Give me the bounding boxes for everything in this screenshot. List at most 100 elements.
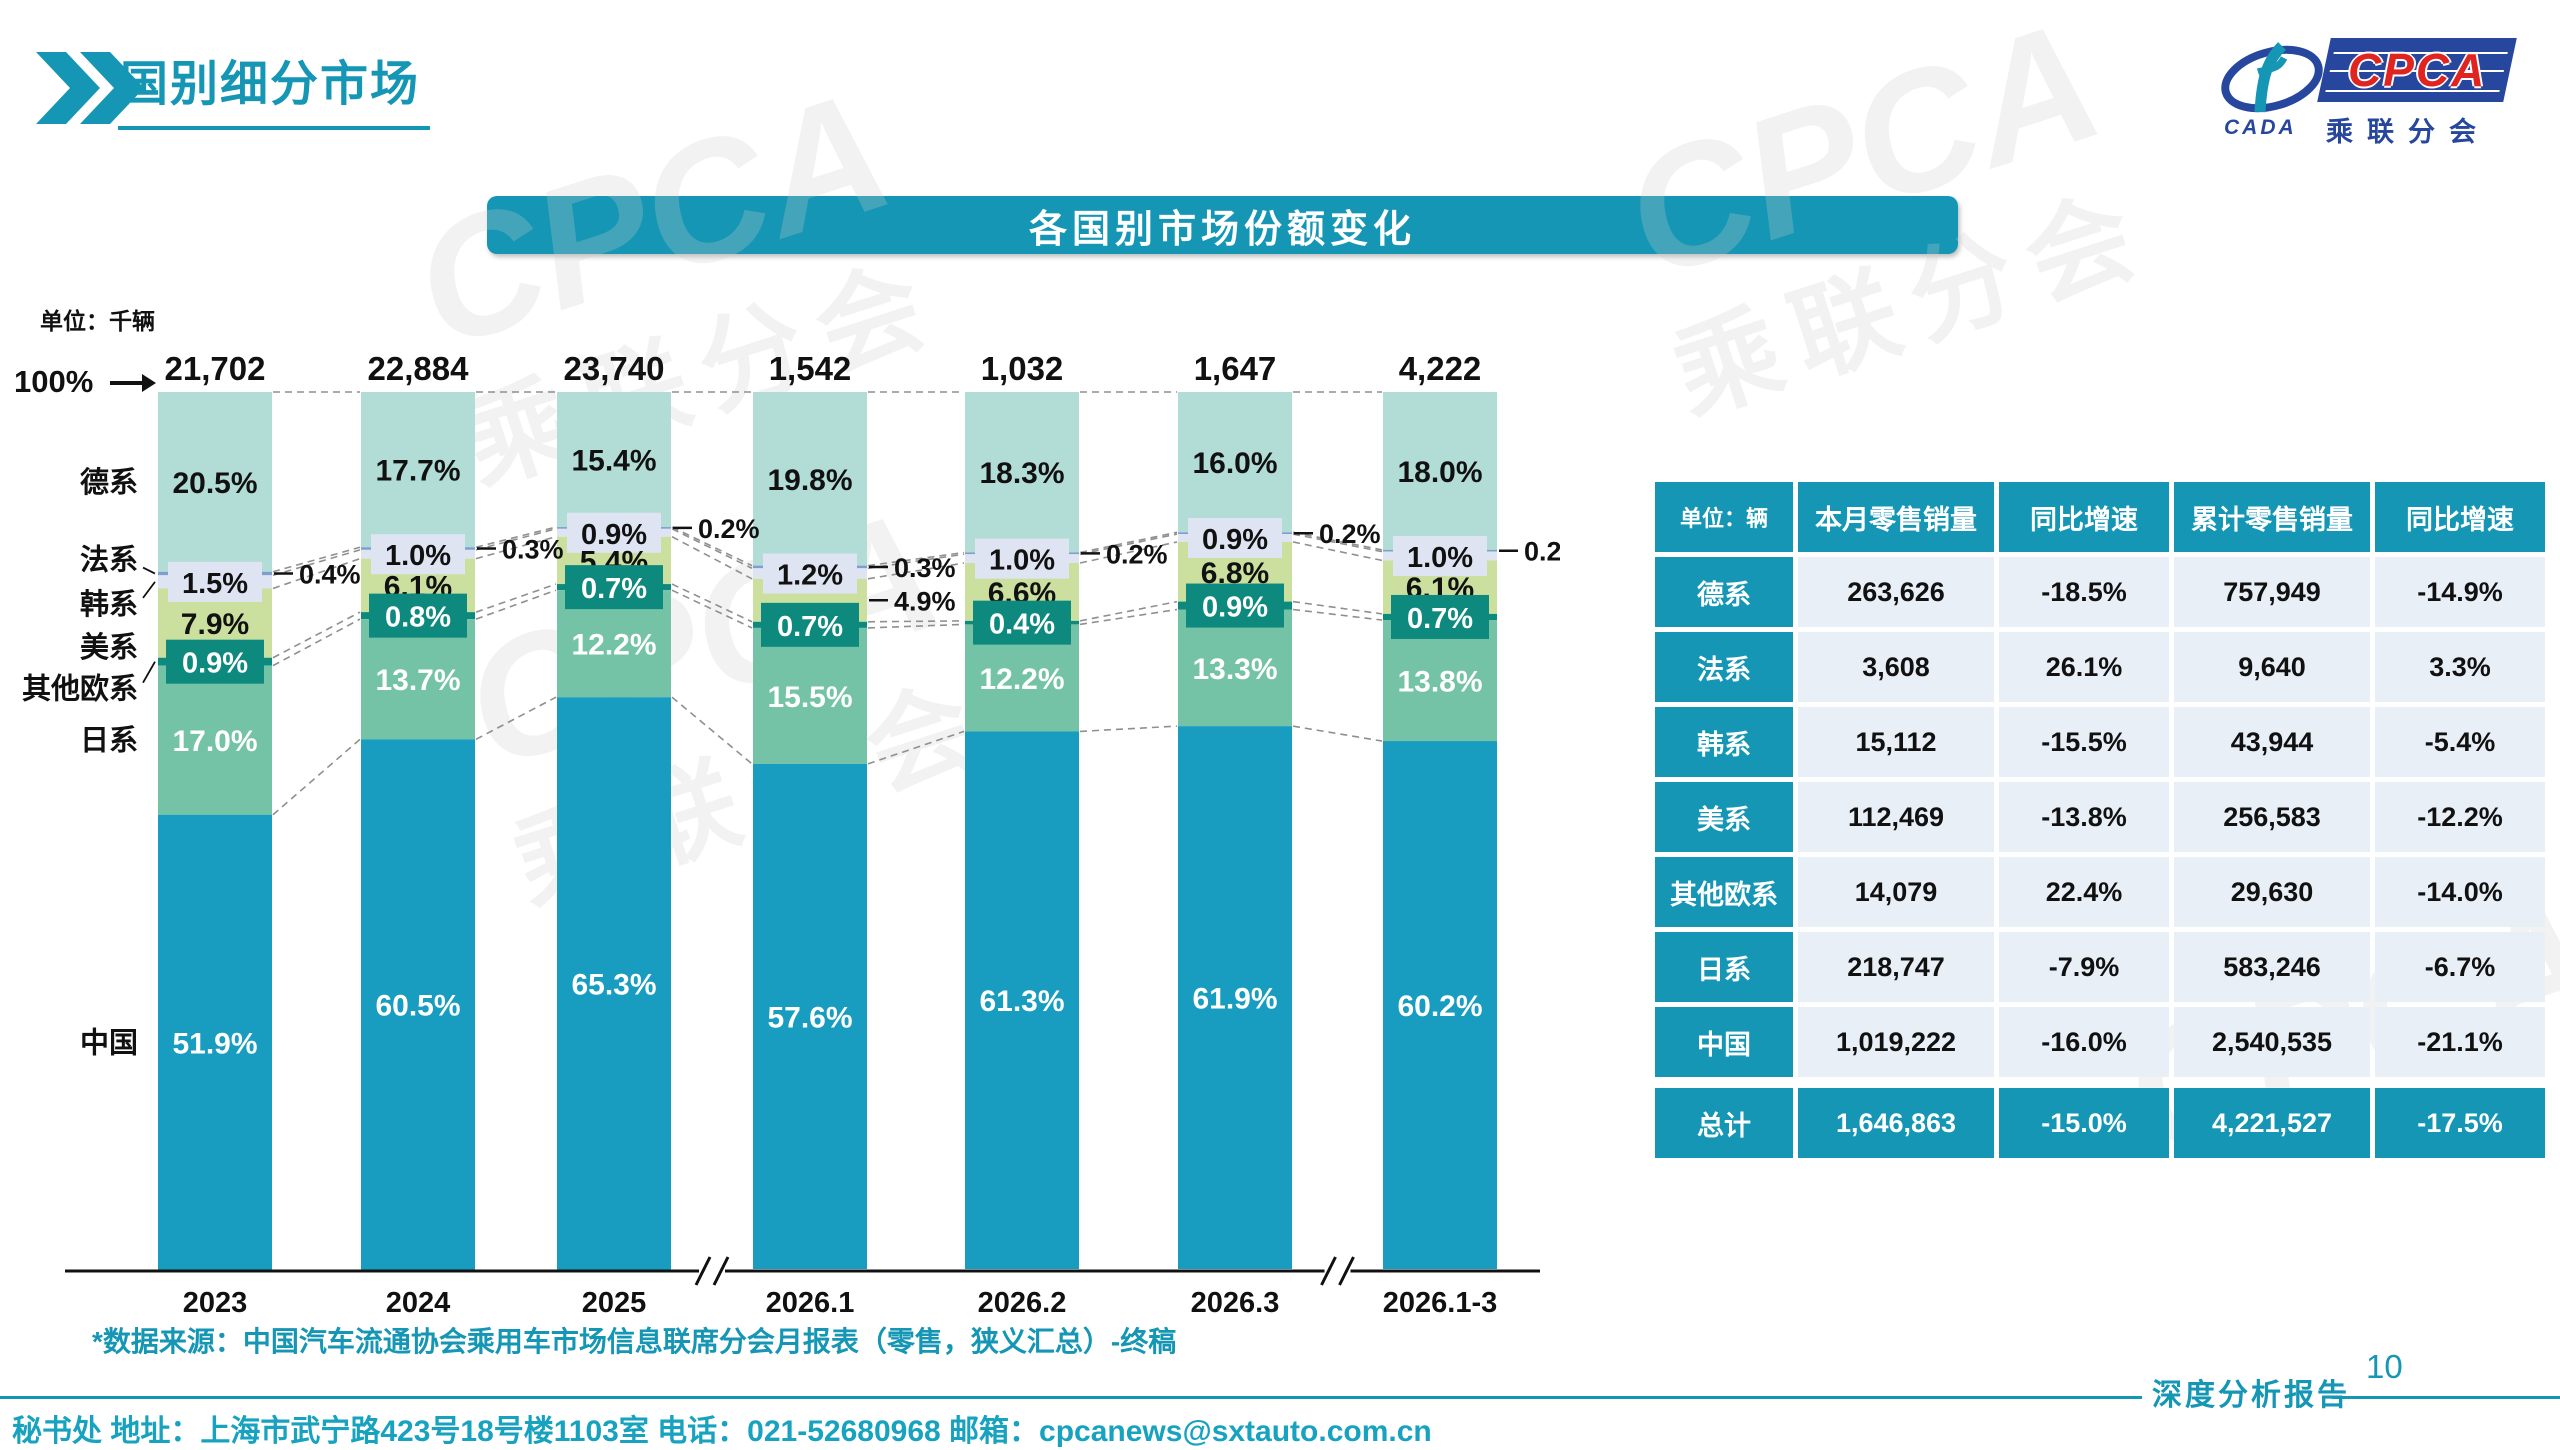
value-label-box-韩系 <box>1393 535 1487 576</box>
value-label-box-韩系 <box>763 553 857 594</box>
bar-segment-日系 <box>361 619 475 740</box>
segment-value-label: 1.0% <box>989 545 1055 577</box>
bar-total-label: 23,740 <box>564 350 665 387</box>
bar-segment-中国 <box>965 731 1079 1269</box>
table-cell-韩系-2: 43,944 <box>2174 707 2370 777</box>
value-label-box-其他欧系 <box>166 639 264 684</box>
table-total-cell-1: -15.0% <box>1999 1088 2169 1158</box>
segment-connector-line <box>1292 541 1383 562</box>
x-tick-label: 2025 <box>582 1287 647 1319</box>
callout-value-label: 0.2% <box>1319 519 1381 549</box>
double-chevron-icon <box>36 52 144 124</box>
table-cell-中国-2: 2,540,535 <box>2174 1007 2370 1077</box>
segment-connector-line <box>475 583 557 613</box>
segment-connector-line <box>867 730 965 765</box>
value-label-box-其他欧系 <box>565 565 663 610</box>
segment-value-label: 60.2% <box>1397 990 1482 1023</box>
segment-connector-line <box>867 620 965 623</box>
cpca-wordmark: CPCA <box>2347 44 2487 96</box>
value-label-box-韩系 <box>567 512 661 553</box>
legend-leader-line <box>142 581 156 599</box>
bar-segment-中国 <box>1383 741 1497 1269</box>
cpca-logo: CADA CPCA 乘联分会 <box>2218 28 2548 147</box>
table-row-label-韩系: 韩系 <box>1655 707 1793 777</box>
segment-connector-line <box>867 562 965 580</box>
stacked-bar-chart: 21,702 2023 22,884 2024 23,740 2025 1,542 2026.… <box>22 350 1560 1319</box>
x-tick-label: 2026.1-3 <box>1383 1287 1498 1319</box>
segment-value-label: 0.7% <box>1407 603 1473 635</box>
x-tick-label: 2026.1 <box>766 1287 855 1319</box>
bar-segment-德系 <box>158 392 272 572</box>
table-cell-法系-2: 9,640 <box>2174 632 2370 702</box>
segment-connector-line <box>1079 531 1178 554</box>
table-column-header-0: 本月零售销量 <box>1798 482 1994 552</box>
sales-table: 单位：辆 本月零售销量 同比增速 累计零售销量 同比增速 德系 263,626 -18.5% 7… <box>1655 482 2545 1158</box>
segment-value-label: 13.8% <box>1397 666 1482 699</box>
bar-segment-德系 <box>1383 392 1497 550</box>
segment-connector-line <box>1079 725 1178 733</box>
segment-value-label: 0.9% <box>1202 592 1268 624</box>
x-tick-label: 2024 <box>386 1287 451 1319</box>
watermark-cpca-text: CPCA <box>1603 0 2121 315</box>
callout-value-label: 4.9% <box>894 586 956 616</box>
segment-connector-line <box>1292 600 1383 615</box>
bar-segment-德系 <box>753 392 867 566</box>
segment-connector-line <box>272 738 361 816</box>
segment-value-label: 13.3% <box>1192 653 1277 686</box>
value-label-box-韩系 <box>975 538 1069 579</box>
value-label-box-其他欧系 <box>1391 594 1489 639</box>
axis-break-mark <box>1338 1256 1355 1286</box>
table-cell-德系-1: -18.5% <box>1999 557 2169 627</box>
bar-segment-中国 <box>1178 726 1292 1269</box>
segment-value-label: 12.2% <box>979 663 1064 696</box>
segment-value-label: 1.5% <box>182 568 248 600</box>
bar-segment-日系 <box>1383 620 1497 742</box>
table-cell-美系-3: -12.2% <box>2375 782 2545 852</box>
segment-value-label: 0.8% <box>385 602 451 634</box>
segment-connector-line <box>475 526 557 549</box>
table-cell-中国-1: -16.0% <box>1999 1007 2169 1077</box>
table-unit-header: 单位：辆 <box>1655 482 1793 552</box>
segment-value-label: 15.4% <box>571 445 656 478</box>
value-label-box-其他欧系 <box>761 602 859 647</box>
segment-value-label: 7.9% <box>181 608 249 641</box>
legend-label-其他欧系: 其他欧系 <box>22 673 138 706</box>
table-cell-其他欧系-2: 29,630 <box>2174 857 2370 927</box>
footer-divider-right <box>2332 1396 2560 1399</box>
x-tick-label: 2026.3 <box>1191 1287 1280 1319</box>
legend-label-韩系: 韩系 <box>80 588 138 621</box>
segment-connector-line <box>1079 600 1178 622</box>
table-cell-法系-1: 26.1% <box>1999 632 2169 702</box>
segment-value-label: 20.5% <box>172 467 257 500</box>
page-title: 国别细分市场 <box>118 44 431 130</box>
segment-connector-line <box>867 623 965 629</box>
table-column-header-1: 同比增速 <box>1999 482 2169 552</box>
bar-total-label: 1,032 <box>981 350 1064 387</box>
table-cell-日系-0: 218,747 <box>1798 932 1994 1002</box>
table-cell-韩系-3: -5.4% <box>2375 707 2545 777</box>
x-tick-label: 2023 <box>183 1287 248 1319</box>
segment-value-label: 17.7% <box>375 455 460 488</box>
segment-connector-line <box>1292 608 1383 621</box>
bar-segment-德系 <box>1178 392 1292 533</box>
segment-connector-line <box>272 618 361 667</box>
segment-connector-line <box>475 696 557 740</box>
bar-segment-中国 <box>753 763 867 1269</box>
watermark-subtitle-text: 乘联分会 <box>1660 172 2165 436</box>
legend-label-日系: 日系 <box>80 724 138 757</box>
segment-connector-line <box>272 549 361 577</box>
report-type-label: 深度分析报告 <box>2152 1379 2350 1412</box>
segment-value-label: 51.9% <box>172 1027 257 1060</box>
table-total-cell-0: 1,646,863 <box>1798 1088 1994 1158</box>
table-cell-日系-1: -7.9% <box>1999 932 2169 1002</box>
legend-leader-line <box>142 661 156 684</box>
legend-label-法系: 法系 <box>80 544 138 577</box>
segment-value-label: 17.0% <box>172 725 257 758</box>
segment-connector-line <box>475 535 557 560</box>
bar-segment-日系 <box>1178 609 1292 727</box>
segment-value-label: 0.7% <box>581 573 647 605</box>
callout-value-label: 0.2% <box>1524 537 1560 567</box>
value-label-box-其他欧系 <box>369 593 467 638</box>
table-column-header-2: 累计零售销量 <box>2174 482 2370 552</box>
